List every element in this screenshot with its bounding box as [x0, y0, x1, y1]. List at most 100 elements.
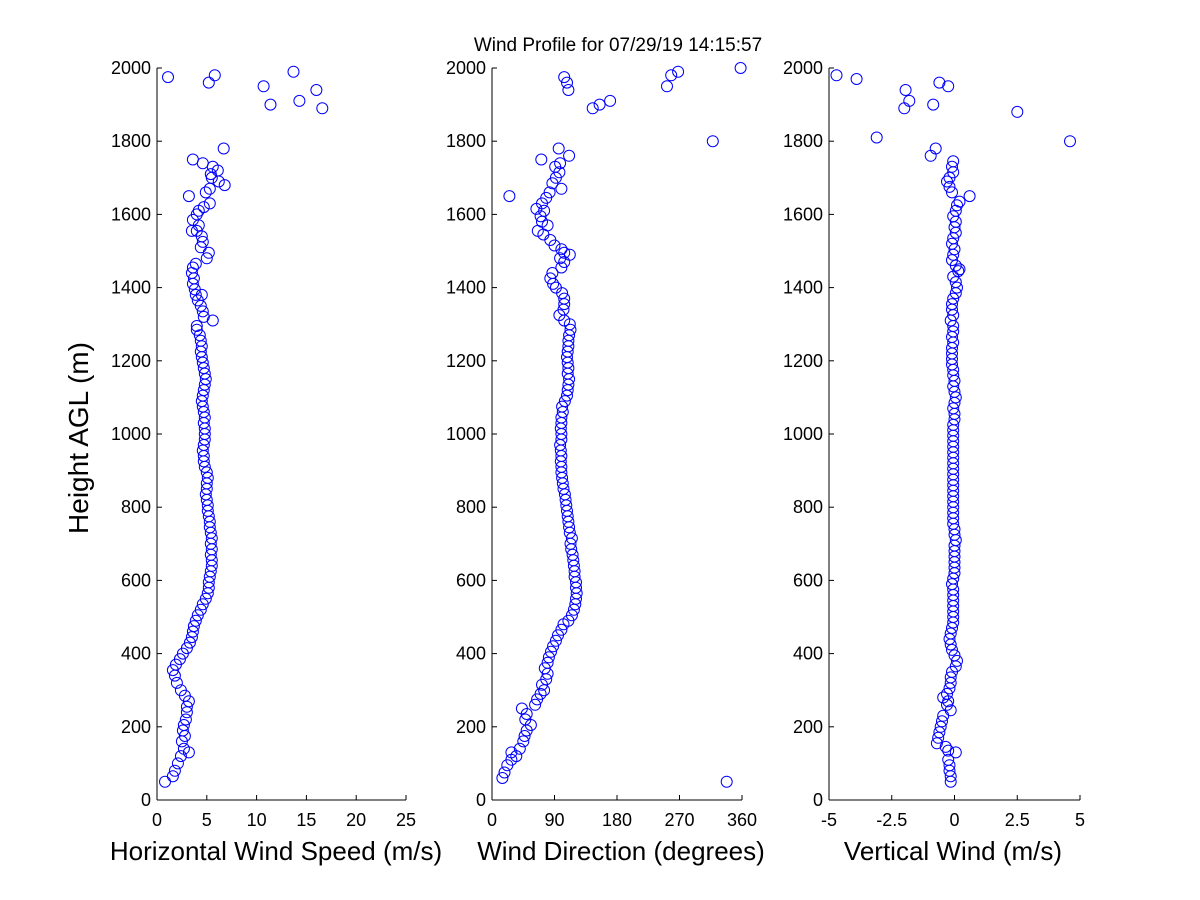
y-tick-label: 2000 — [446, 58, 486, 78]
x-tick-label: -5 — [821, 810, 837, 830]
x-tick-label: 5 — [202, 810, 212, 830]
data-point — [518, 730, 531, 742]
data-point — [199, 186, 212, 199]
data-point — [549, 281, 562, 294]
data-point — [562, 84, 575, 96]
data-point — [201, 471, 214, 484]
x-tick-label: 0 — [487, 810, 497, 830]
data-point — [558, 292, 571, 305]
data-point — [196, 157, 209, 170]
data-point — [942, 80, 955, 93]
y-tick-label: 1800 — [446, 131, 486, 151]
data-point — [189, 257, 202, 270]
x-axis-label: Wind Direction (degrees) — [477, 836, 765, 866]
data-point — [200, 466, 213, 479]
data-point — [943, 180, 956, 193]
data-point — [257, 80, 270, 93]
data-point — [189, 288, 202, 301]
y-tick-label: 2000 — [111, 58, 151, 78]
vertical-wind-panel: 0 200 400 600 800 1000 1200 1400 1600 1800 2000 -5 -… — [783, 58, 1085, 866]
x-tick-label: -2.5 — [876, 810, 907, 830]
y-tick-label: 200 — [121, 717, 151, 737]
x-tick-label: 360 — [727, 810, 757, 830]
data-point — [565, 532, 578, 545]
data-point — [519, 713, 532, 726]
data-point — [513, 742, 526, 755]
data-point — [947, 155, 960, 168]
data-point — [510, 750, 523, 763]
data-point — [162, 71, 174, 84]
data-point — [565, 609, 578, 622]
data-point — [542, 651, 555, 664]
y-tick-label: 800 — [456, 497, 486, 517]
data-point — [932, 731, 945, 744]
data-point — [202, 76, 215, 89]
y-tick-label: 1000 — [783, 424, 823, 444]
y-tick-label: 1800 — [783, 131, 823, 151]
data-point — [159, 775, 171, 788]
x-tick-label: 5 — [1075, 810, 1085, 830]
data-point — [555, 623, 568, 636]
y-tick-label: 200 — [793, 717, 823, 737]
data-point — [176, 724, 189, 737]
data-point — [310, 84, 323, 96]
data-point — [672, 65, 685, 78]
data-point — [933, 726, 946, 739]
data-point — [561, 76, 573, 89]
data-point — [166, 664, 179, 677]
data-point — [1011, 105, 1024, 118]
data-point — [174, 684, 187, 697]
data-point — [944, 627, 957, 640]
data-point — [208, 69, 221, 82]
y-tick-label: 400 — [456, 644, 486, 664]
data-point — [183, 636, 196, 649]
data-point — [547, 640, 560, 653]
data-point — [927, 98, 940, 111]
data-point — [177, 742, 190, 755]
data-point — [946, 578, 958, 591]
data-point — [946, 298, 958, 311]
data-point — [554, 157, 567, 170]
data-point — [552, 142, 565, 155]
data-point — [944, 671, 957, 684]
data-point — [187, 620, 200, 633]
x-tick-label: 0 — [152, 810, 162, 830]
data-point — [538, 204, 551, 217]
data-point — [870, 131, 883, 144]
data-point — [180, 642, 193, 655]
data-point — [177, 719, 190, 731]
x-axis-label: Vertical Wind (m/s) — [844, 836, 1062, 866]
data-point — [555, 261, 568, 274]
data-point — [946, 186, 958, 199]
horizontal-wind-speed-panel: 0 200 400 600 800 1000 1200 1400 1600 1800 2000 0 5 1… — [63, 58, 442, 866]
y-axis-label: Height AGL (m) — [63, 342, 94, 534]
data-point — [555, 182, 568, 195]
data-point — [941, 687, 953, 700]
data-point — [170, 676, 183, 689]
data-point — [194, 334, 207, 347]
y-tick-label: 1000 — [111, 424, 151, 444]
y-tick-label: 1400 — [111, 278, 151, 298]
data-point — [546, 267, 559, 279]
data-point — [190, 224, 203, 237]
data-point — [943, 759, 956, 772]
data-point — [189, 614, 202, 627]
figure-title: Wind Profile for 07/29/19 14:15:57 — [474, 35, 762, 56]
data-point — [943, 633, 956, 645]
wind-direction-panel: 0 200 400 600 800 1000 1200 1400 1600 1800 2000 0 90… — [446, 58, 765, 866]
data-point — [1064, 135, 1076, 148]
data-point — [186, 153, 199, 166]
data-point — [538, 662, 551, 675]
data-point — [496, 772, 509, 784]
data-point — [947, 210, 960, 223]
y-tick-label: 1200 — [111, 351, 151, 371]
data-point — [949, 276, 962, 289]
y-tick-label: 1800 — [111, 131, 151, 151]
data-point — [549, 634, 562, 647]
data-point — [934, 720, 947, 733]
data-point — [830, 69, 843, 82]
data-point — [168, 764, 181, 777]
data-point — [505, 746, 518, 759]
x-tick-label: 15 — [296, 810, 316, 830]
